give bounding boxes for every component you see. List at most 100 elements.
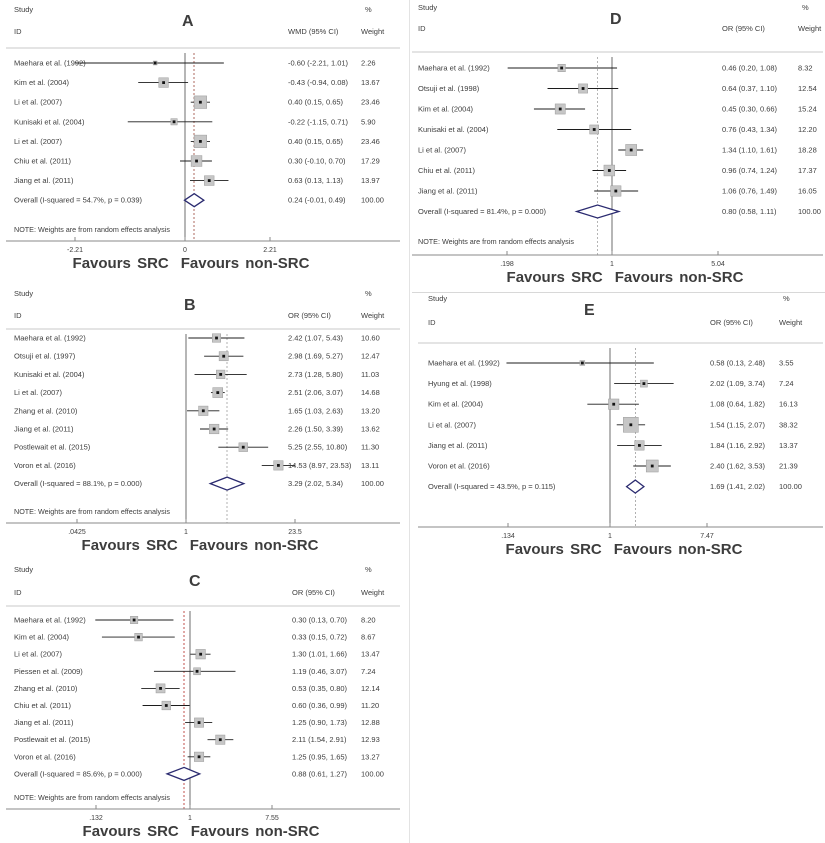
weight-value: 16.13 xyxy=(779,400,798,409)
overall-diamond xyxy=(183,192,206,208)
study-label: Kunisaki et al. (2004) xyxy=(418,125,489,134)
panel-C-svg: Study % C ID OR (95% CI) Weight Maehara et al.… xyxy=(6,565,400,840)
effect-marker xyxy=(215,336,218,340)
panel-letter: E xyxy=(584,302,595,319)
study-row: Piessen et al. (2009) 1.19 (0.46, 3.07) 7.… xyxy=(14,667,376,676)
study-row: Otsuji et al. (1998) 0.64 (0.37, 1.10) 12.… xyxy=(418,83,817,94)
weight-value: 7.24 xyxy=(361,667,376,676)
study-label: Hyung et al. (1998) xyxy=(428,379,492,388)
weight-value: 8.67 xyxy=(361,633,376,642)
study-row: Zhang et al. (2010) 1.65 (1.03, 2.63) 13.2… xyxy=(14,405,380,416)
study-row: Maehara et al. (1992) 2.42 (1.07, 5.43) 10… xyxy=(14,334,380,343)
effect-marker xyxy=(581,87,585,90)
tick-label: 1 xyxy=(184,529,188,536)
column-header-effect: WMD (95% CI) xyxy=(288,27,339,36)
effect-marker xyxy=(195,669,199,673)
study-row: Voron et al. (2016) 1.25 (0.95, 1.65) 13.2… xyxy=(14,751,380,762)
effect-value: 2.42 (1.07, 5.43) xyxy=(288,334,344,343)
column-header-study: Study xyxy=(14,289,33,298)
effect-value: 14.53 (8.97, 23.53) xyxy=(288,461,352,470)
study-row: Li et al. (2007) 0.40 (0.15, 0.65) 23.46 xyxy=(14,95,380,109)
panel-A-svg: Study % A ID WMD (95% CI) Weight Maehara et al… xyxy=(6,5,400,272)
effect-value: 1.19 (0.46, 3.07) xyxy=(292,667,348,676)
study-label: Li et al. (2007) xyxy=(14,388,62,397)
weight-value: 11.20 xyxy=(361,701,379,710)
tick-label: 5.04 xyxy=(711,261,725,268)
effect-marker xyxy=(198,140,202,143)
overall-label: Overall (I-squared = 88.1%, p = 0.000) xyxy=(14,479,142,488)
overall-effect-value: 0.80 (0.58, 1.11) xyxy=(722,207,777,216)
effect-marker xyxy=(277,464,280,467)
study-row: Zhang et al. (2010) 0.53 (0.35, 0.80) 12.1… xyxy=(14,683,380,694)
note-text: NOTE: Weights are from random effects an… xyxy=(14,225,170,234)
study-label: Voron et al. (2016) xyxy=(14,461,76,470)
column-header-effect: OR (95% CI) xyxy=(710,318,753,327)
effect-marker xyxy=(195,159,198,163)
tick-label: .134 xyxy=(501,533,515,540)
study-row: Maehara et al. (1992) 0.58 (0.13, 2.48) 3.… xyxy=(428,359,794,368)
weight-value: 12.54 xyxy=(798,84,817,93)
study-row: Li et al. (2007) 1.54 (1.15, 2.07) 38.32 xyxy=(428,417,798,433)
study-label: Maehara et al. (1992) xyxy=(418,64,490,73)
tick-label: 1 xyxy=(608,533,612,540)
forest-panel-d: Study% D ID OR (95% CI) Weight Maehara et al.… xyxy=(410,0,825,287)
overall-weight-value: 100.00 xyxy=(798,207,821,216)
effect-value: -0.60 (-2.21, 1.01) xyxy=(288,59,349,68)
effect-marker xyxy=(580,361,584,365)
weight-value: 12.14 xyxy=(361,684,380,693)
study-label: Kunisaki et al. (2004) xyxy=(14,117,85,126)
weight-value: 11.03 xyxy=(361,370,379,379)
study-label: Piessen et al. (2009) xyxy=(14,667,83,676)
column-header-effect: OR (95% CI) xyxy=(292,588,335,597)
overall-row: Overall (I-squared = 85.6%, p = 0.000) 0.… xyxy=(14,766,384,782)
effect-marker xyxy=(197,755,201,759)
effect-marker xyxy=(197,721,201,724)
column-header-effect: OR (95% CI) xyxy=(722,24,765,33)
column-header-id: ID xyxy=(14,27,22,36)
weight-value: 38.32 xyxy=(779,420,798,429)
weight-value: 2.26 xyxy=(361,59,376,68)
effect-marker xyxy=(159,687,162,690)
effect-value: 1.84 (1.16, 2.92) xyxy=(710,441,766,450)
study-row: Maehara et al. (1992) -0.60 (-2.21, 1.01)… xyxy=(14,59,376,68)
effect-value: 0.40 (0.15, 0.65) xyxy=(288,137,344,146)
note-text: NOTE: Weights are from random effects an… xyxy=(14,793,170,802)
overall-label: Overall (I-squared = 81.4%, p = 0.000) xyxy=(418,207,546,216)
weight-value: 21.39 xyxy=(779,462,798,471)
overall-row: Overall (I-squared = 54.7%, p = 0.039) 0.… xyxy=(14,192,384,208)
study-row: Jiang et al. (2011) 0.63 (0.13, 1.13) 13.9… xyxy=(14,175,380,186)
effect-value: 2.02 (1.09, 3.74) xyxy=(710,379,766,388)
study-row: Postlewait et al. (2015) 2.11 (1.54, 2.91… xyxy=(14,734,380,745)
overall-diamond xyxy=(165,766,202,782)
effect-value: 5.25 (2.55, 10.80) xyxy=(288,443,348,452)
column-header-weight: Weight xyxy=(798,24,822,33)
weight-value: 23.46 xyxy=(361,137,380,146)
effect-value: 0.96 (0.74, 1.24) xyxy=(722,166,778,175)
study-row: Li et al. (2007) 1.30 (1.01, 1.66) 13.47 xyxy=(14,649,380,660)
study-label: Voron et al. (2016) xyxy=(428,462,490,471)
forest-panel-a: Study% A ID WMD (95% CI) Weight Maehara et al… xyxy=(0,0,410,287)
effect-marker xyxy=(629,423,633,427)
study-label: Postlewait et al. (2015) xyxy=(14,443,91,452)
effect-value: -0.43 (-0.94, 0.08) xyxy=(288,78,349,87)
tick-label: .132 xyxy=(89,815,103,822)
weight-value: 13.67 xyxy=(361,78,380,87)
overall-weight-value: 100.00 xyxy=(361,196,384,205)
weight-value: 23.46 xyxy=(361,98,380,107)
effect-value: 0.30 (0.13, 0.70) xyxy=(292,616,348,625)
overall-effect-value: 3.29 (2.02, 5.34) xyxy=(288,479,344,488)
effect-marker xyxy=(198,100,202,104)
effect-value: 1.08 (0.64, 1.82) xyxy=(710,400,766,409)
study-label: Chiu et al. (2011) xyxy=(14,701,71,710)
favours-label: Favours SRC Favours non-SRC xyxy=(507,269,744,286)
tick-label: 2.21 xyxy=(263,247,277,254)
weight-value: 12.47 xyxy=(361,352,380,361)
weight-value: 14.68 xyxy=(361,388,380,397)
panel-letter: B xyxy=(184,297,196,314)
effect-marker xyxy=(219,373,223,376)
study-label: Li et al. (2007) xyxy=(14,98,62,107)
tick-label: -2.21 xyxy=(67,247,83,254)
panel-letter: A xyxy=(182,13,194,30)
effect-marker xyxy=(162,81,165,84)
tick-label: .198 xyxy=(500,261,514,268)
